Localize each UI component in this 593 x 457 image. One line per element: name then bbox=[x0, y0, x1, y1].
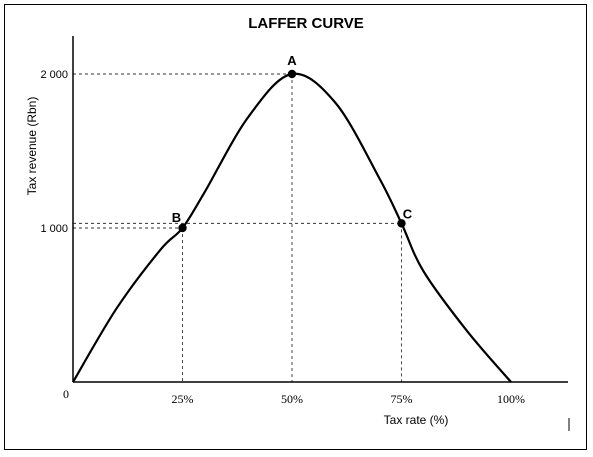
x-tick-label: 25% bbox=[172, 392, 194, 406]
x-tick-label: 50% bbox=[281, 392, 303, 406]
guide-lines bbox=[73, 73, 402, 382]
point-a bbox=[287, 69, 297, 79]
laffer-curve-line bbox=[72, 72, 512, 383]
y-axis-label: Tax revenue (Rbn) bbox=[25, 97, 39, 196]
chart-frame bbox=[4, 4, 587, 450]
chart-title: LAFFER CURVE bbox=[248, 15, 364, 32]
point-c bbox=[397, 219, 406, 228]
x-tick-label: 100% bbox=[497, 392, 525, 406]
point-label-b: B bbox=[172, 210, 181, 225]
y-tick-label: 2 000 bbox=[40, 69, 68, 81]
x-axis-label: Tax rate (%) bbox=[384, 413, 449, 427]
axes bbox=[72, 36, 568, 383]
origin-label: 0 bbox=[63, 387, 69, 401]
point-b bbox=[178, 223, 187, 233]
x-tick-labels: 25% 50% 75% 100% bbox=[172, 392, 526, 406]
point-label-c: C bbox=[403, 206, 413, 221]
curve-points: A B C bbox=[172, 53, 413, 233]
y-tick-labels: 1 000 2 000 bbox=[40, 69, 68, 235]
point-label-a: A bbox=[287, 53, 297, 68]
x-tick-label: 75% bbox=[391, 392, 413, 406]
y-tick-label: 1 000 bbox=[40, 223, 68, 235]
